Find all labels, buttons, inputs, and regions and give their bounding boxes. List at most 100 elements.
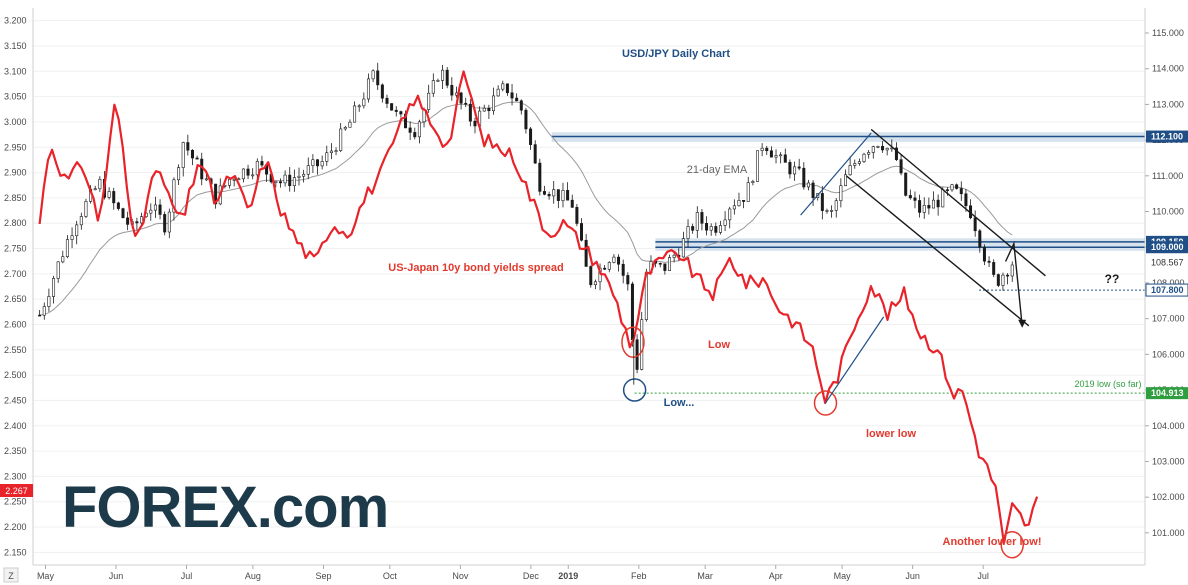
- candle-body: [931, 199, 935, 209]
- candle-body: [366, 78, 370, 100]
- candle-body: [556, 189, 560, 201]
- candle-body: [1006, 274, 1010, 277]
- candle-body: [580, 223, 584, 241]
- candle-body: [153, 204, 157, 211]
- candle-body: [473, 120, 477, 127]
- candle-body: [121, 208, 125, 219]
- candle-body: [232, 178, 236, 181]
- left-tick-label: 3.200: [4, 16, 27, 26]
- candle-body: [172, 179, 176, 213]
- x-tick-label: Mar: [697, 571, 713, 581]
- candle-body: [959, 188, 963, 195]
- scale-toggle-button[interactable]: [3, 567, 19, 583]
- level-badge: [1146, 241, 1188, 254]
- candle-body: [390, 103, 394, 111]
- candle-body: [996, 274, 1000, 286]
- x-tick-label: May: [834, 571, 852, 581]
- candle-body: [978, 230, 982, 248]
- x-tick-label: Jul: [977, 571, 989, 581]
- candle-body: [135, 221, 139, 224]
- candle-body: [441, 69, 445, 81]
- candle-body: [371, 70, 375, 80]
- right-tick-label: 107.000: [1152, 314, 1185, 324]
- candle-body: [945, 189, 949, 191]
- candle-body: [607, 262, 611, 270]
- left-tick-label: 2.900: [4, 168, 27, 178]
- left-tick-label: 2.150: [4, 547, 27, 557]
- candle-body: [640, 319, 644, 370]
- candle-body: [755, 150, 759, 182]
- candle-body: [760, 147, 764, 152]
- candle-body: [292, 177, 296, 187]
- candle-body: [505, 83, 509, 94]
- candle-body: [853, 163, 857, 166]
- left-axis-ticks: 3.200 3.150 3.100 3.050 3.000 2.950 2.900 2.850…: [4, 16, 27, 558]
- candle-body: [718, 225, 722, 233]
- candle-body: [163, 214, 167, 233]
- x-tick-label: Nov: [452, 571, 469, 581]
- annotation-2019-low: 2019 low (so far): [1074, 379, 1141, 389]
- candle-body: [70, 235, 74, 240]
- candle-body: [274, 181, 278, 184]
- scale-toggle-label: Z: [8, 571, 14, 581]
- candle-body: [561, 190, 565, 201]
- candle-body: [214, 183, 218, 205]
- candle-body: [186, 142, 190, 151]
- candle-body: [116, 202, 120, 209]
- candle-body: [529, 128, 533, 145]
- candle-body: [663, 263, 667, 271]
- right-tick-label: 104.000: [1152, 421, 1185, 431]
- support-zone-109: [655, 238, 1145, 251]
- candle-body: [316, 159, 320, 167]
- candle-body: [417, 121, 421, 138]
- candle-body: [228, 179, 232, 186]
- candle-body: [394, 109, 398, 112]
- resistance-zones: [551, 132, 1145, 394]
- candle-body: [834, 200, 838, 211]
- candle-body: [311, 159, 315, 166]
- candle-body: [52, 278, 56, 297]
- forex-logo: FOREX.com: [62, 475, 389, 540]
- candle-body: [492, 95, 496, 112]
- level-badge-label: 112.100: [1151, 132, 1183, 142]
- candle-body: [774, 155, 778, 158]
- candle-body: [427, 92, 431, 110]
- yield-spread-series: [38, 70, 1039, 545]
- candle-body: [468, 103, 472, 122]
- x-tick-label: Feb: [631, 571, 647, 581]
- candle-body: [626, 275, 630, 285]
- candle-body: [862, 153, 866, 162]
- candle-body: [149, 209, 153, 214]
- channel-upper-line: [870, 128, 1046, 277]
- right-tick-label: 101.000: [1152, 528, 1185, 538]
- candle-body: [413, 132, 417, 138]
- candle-body: [167, 211, 171, 233]
- candle-body: [450, 85, 454, 96]
- forex-logo-text: FOREX.com: [62, 475, 388, 540]
- candle-body: [464, 102, 468, 105]
- candle-body: [237, 178, 241, 181]
- left-tick-label: 2.550: [4, 345, 27, 355]
- candle-body: [357, 105, 361, 108]
- right-tick-label: 110.000: [1152, 207, 1184, 217]
- yield-spread-line: [38, 70, 1039, 545]
- candle-body: [385, 97, 389, 104]
- candle-body: [992, 262, 996, 275]
- candle-body: [533, 144, 537, 164]
- candle-body: [857, 161, 861, 164]
- candle-body: [788, 162, 792, 175]
- candle-body: [603, 267, 607, 270]
- price-uptrend-line: [800, 132, 872, 216]
- candle-body: [769, 150, 773, 158]
- candle-body: [630, 283, 634, 341]
- candle-body: [241, 168, 245, 180]
- candle-body: [408, 127, 412, 133]
- projection-arrow: [1004, 241, 1023, 326]
- candle-body: [56, 261, 60, 279]
- candle-body: [93, 188, 97, 191]
- x-tick-label: 2019: [558, 571, 578, 581]
- x-tick-label: Jul: [181, 571, 193, 581]
- candle-body: [362, 98, 366, 107]
- candle-body: [593, 281, 597, 286]
- candle-body: [612, 256, 616, 263]
